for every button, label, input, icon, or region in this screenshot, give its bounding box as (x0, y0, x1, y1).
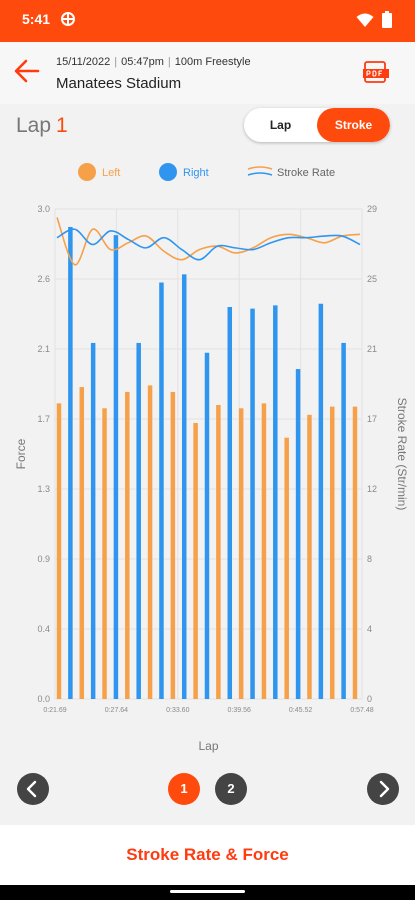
y-tick-label: 0.4 (37, 624, 50, 634)
chevron-right-icon (379, 780, 390, 798)
left-force-bar (79, 387, 85, 699)
home-handle[interactable] (170, 890, 245, 893)
right-force-bar (68, 226, 73, 699)
legend-swatch (159, 163, 177, 181)
legend-label: Right (183, 167, 209, 179)
legend-label: Left (102, 167, 120, 179)
venue-name: Manatees Stadium (56, 75, 182, 92)
legend-label: Stroke Rate (277, 167, 335, 179)
y-tick-label: 0.9 (37, 554, 50, 564)
session-date: 15/11/2022 (56, 56, 111, 68)
tab-stroke[interactable]: Stroke (317, 108, 390, 142)
legend-swatch (247, 166, 273, 170)
right-force-bar (90, 342, 96, 699)
app-notification-icon (61, 12, 75, 26)
x-tick-label: 0:33.60 (166, 707, 189, 714)
right-force-bar (204, 352, 210, 699)
y-tick-label: 1.3 (37, 484, 50, 494)
previous-page-button[interactable] (17, 773, 49, 805)
back-arrow-icon[interactable] (12, 56, 42, 86)
x-axis-title: Lap (198, 739, 218, 753)
y2-tick-label: 17 (367, 414, 377, 424)
y-axis-title: Force (14, 438, 28, 469)
left-force-bar (216, 405, 221, 699)
lap-number: 1 (56, 114, 68, 137)
left-force-bar (170, 391, 176, 699)
page-2-button[interactable]: 2 (215, 773, 247, 805)
left-force-bar (352, 406, 358, 699)
page-1-button[interactable]: 1 (168, 773, 200, 805)
right-force-bar (250, 308, 255, 699)
stroke-rate-line-right (56, 228, 361, 261)
y-tick-label: 2.6 (37, 274, 50, 284)
left-force-bar (238, 408, 244, 699)
right-force-bar (227, 307, 233, 699)
y2-tick-label: 29 (367, 204, 377, 214)
y-tick-label: 1.7 (37, 414, 50, 424)
left-force-bar (147, 385, 153, 699)
y-tick-label: 2.1 (37, 344, 50, 354)
wifi-icon (356, 13, 374, 27)
session-meta: 15/11/2022 | 05:47pm | 100m Freestyle (56, 56, 251, 68)
export-pdf-icon[interactable] (362, 59, 390, 85)
x-tick-label: 0:57.48 (350, 707, 373, 714)
battery-icon (382, 11, 392, 28)
y2-tick-label: 21 (367, 344, 377, 354)
left-force-bar (102, 408, 107, 699)
right-force-bar (181, 274, 187, 699)
stroke-rate-force-chart: Left Right Stroke Rate 0.0 0.4 0.9 1.3 1.7 2.1 2.… (0, 150, 415, 760)
left-force-bar (56, 403, 62, 699)
lap-label: Lap (16, 114, 52, 137)
meta-divider: | (114, 56, 118, 68)
y2-tick-label: 8 (367, 554, 372, 564)
chevron-left-icon (26, 780, 37, 798)
y-tick-label: 3.0 (37, 204, 50, 214)
system-nav-bar (0, 885, 415, 900)
y2-tick-label: 4 (367, 624, 372, 634)
view-toggle: Lap Stroke (244, 108, 390, 142)
status-bar: 5:41 (0, 0, 415, 42)
right-force-bar (113, 235, 119, 699)
lap-indicator: Lap 1 (16, 114, 68, 138)
next-page-button[interactable] (367, 773, 399, 805)
left-force-bar (284, 437, 289, 699)
meta-divider: | (167, 56, 171, 68)
right-force-bar (159, 282, 164, 699)
stroke-rate-line-left (56, 217, 361, 266)
status-time: 5:41 (22, 11, 51, 27)
legend-swatch (247, 172, 273, 176)
right-force-bar (318, 303, 324, 699)
y-tick-label: 0.0 (37, 694, 50, 704)
footer-title: Stroke Rate & Force (0, 825, 415, 885)
right-force-bar (341, 342, 346, 699)
session-event: 100m Freestyle (174, 56, 251, 68)
y2-tick-label: 12 (367, 484, 377, 494)
session-header: 15/11/2022 | 05:47pm | 100m Freestyle Manate… (0, 42, 415, 104)
right-force-bar (295, 369, 301, 699)
y2-axis-title: Stroke Rate (Str/min) (395, 398, 409, 511)
x-tick-label: 0:39.56 (228, 707, 251, 714)
left-force-bar (307, 414, 312, 699)
x-tick-label: 0:27.64 (105, 707, 128, 714)
x-tick-label: 0:45.52 (289, 707, 312, 714)
left-force-bar (193, 422, 198, 699)
left-force-bar (125, 391, 130, 699)
left-force-bar (329, 406, 335, 699)
y2-tick-label: 25 (367, 274, 377, 284)
right-force-bar (136, 342, 141, 699)
chart-canvas: Left Right Stroke Rate 0.0 0.4 0.9 1.3 1.7 2.1 2.… (14, 163, 409, 753)
left-force-bar (261, 403, 267, 699)
tab-lap[interactable]: Lap (269, 118, 292, 132)
legend-swatch (78, 163, 96, 181)
y2-tick-label: 0 (367, 694, 372, 704)
session-time: 05:47pm (121, 56, 164, 68)
x-tick-label: 0:21.69 (43, 707, 66, 714)
right-force-bar (273, 305, 278, 699)
